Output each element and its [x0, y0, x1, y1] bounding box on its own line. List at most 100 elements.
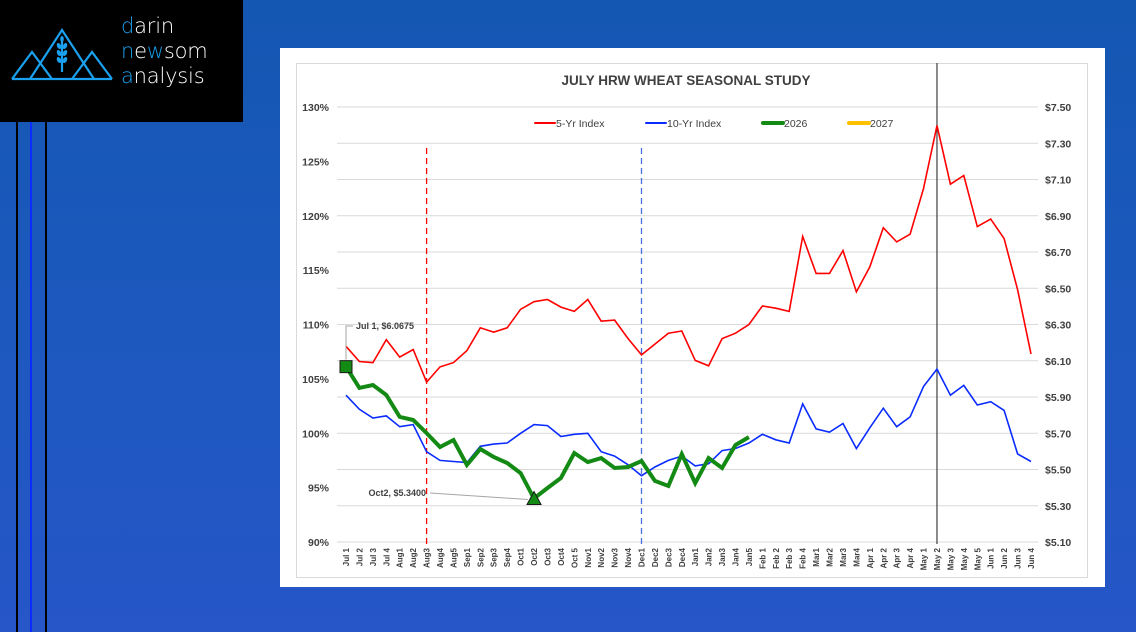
x-tick-label: Jan3 [718, 547, 727, 566]
x-tick-label: Aug3 [423, 547, 432, 568]
x-tick-label: Oct4 [557, 547, 566, 565]
x-tick-label: Jun 2 [1000, 547, 1009, 568]
annotation-marker-triangle [526, 490, 542, 505]
logo-line-3: analysis [121, 64, 205, 88]
y-left-tick-label: 120% [302, 211, 330, 223]
y-left-tick-label: 110% [303, 320, 330, 332]
y-right-tick-label: $7.30 [1045, 138, 1071, 150]
x-tick-label: Sep2 [476, 547, 485, 567]
x-tick-label: Jun 3 [1014, 547, 1023, 568]
decor-line-2 [30, 122, 32, 632]
y-left-tick-label: 125% [302, 156, 330, 168]
x-tick-label: Aug2 [409, 547, 418, 568]
x-tick-label: Dec1 [637, 547, 646, 567]
x-tick-label: Mar2 [826, 547, 835, 566]
x-tick-label: Jul 3 [369, 547, 378, 566]
x-tick-label: Mar4 [852, 547, 861, 566]
x-tick-label: Sep3 [490, 547, 499, 567]
x-tick-label: Jul 1 [342, 547, 351, 566]
series-lines [344, 125, 1032, 502]
x-tick-label: Oct1 [517, 547, 526, 565]
y-axis-right: $7.50 $7.30 $7.10 $6.90 $6.70 $6.50 $6.30 $6.10… [1045, 102, 1071, 549]
x-tick-label: Apr 3 [893, 547, 902, 568]
y-right-tick-label: $6.90 [1045, 211, 1071, 223]
y-right-tick-label: $7.50 [1045, 102, 1071, 114]
y-left-tick-label: 100% [302, 428, 330, 440]
x-tick-label: Aug5 [449, 547, 458, 568]
x-tick-label: Sep4 [503, 547, 512, 567]
legend-label: 10-Yr Index [667, 118, 722, 130]
annotation-label: Oct2, $5.3400 [368, 488, 426, 498]
chart-title: JULY HRW WHEAT SEASONAL STUDY [561, 73, 810, 88]
x-tick-label: Oct 5 [570, 547, 579, 568]
x-tick-label: Aug4 [436, 547, 445, 568]
y-right-tick-label: $5.10 [1045, 537, 1071, 549]
x-tick-label: Jan2 [705, 547, 714, 566]
x-tick-label: Oct2 [530, 547, 539, 565]
x-tick-label: Feb 3 [785, 547, 794, 568]
y-right-tick-label: $6.10 [1045, 356, 1071, 368]
x-tick-label: Aug1 [396, 547, 405, 568]
x-tick-label: Dec2 [651, 547, 660, 567]
logo-line-1: darin [121, 14, 174, 38]
logo-wordmark: darin newsom analysis [121, 14, 208, 89]
mountains-wheat-icon [11, 27, 113, 81]
series-line-2026 [344, 365, 750, 502]
y-right-tick-label: $5.30 [1045, 501, 1071, 513]
y-right-tick-label: $6.50 [1045, 283, 1071, 295]
x-tick-label: Jul 4 [382, 547, 391, 566]
x-tick-label: Feb 4 [799, 547, 808, 568]
y-left-tick-label: 115% [303, 265, 330, 277]
logo: darin newsom analysis [0, 0, 243, 122]
decor-line-3 [45, 122, 47, 632]
x-tick-label: May 5 [973, 547, 982, 570]
x-tick-label: Dec3 [664, 547, 673, 567]
y-left-tick-label: 105% [302, 374, 330, 386]
y-left-tick-label: 90% [308, 537, 330, 549]
annotation-leader [345, 325, 353, 360]
series-line-10-yr-index [345, 367, 1032, 477]
legend-label: 5-Yr Index [556, 118, 605, 130]
x-axis: Jul 1 Jul 2 Jul 3 Jul 4 Aug1 Aug2 Aug3 Aug4 Aug5… [342, 547, 1036, 570]
decor-line-1 [16, 122, 18, 632]
x-tick-label: Apr 2 [879, 547, 888, 568]
gridlines [337, 106, 1038, 543]
legend-label: 2027 [870, 118, 894, 130]
x-tick-label: Sep1 [463, 547, 472, 567]
x-tick-label: Feb 1 [758, 547, 767, 568]
x-tick-label: Nov4 [624, 547, 633, 567]
x-tick-label: May 2 [933, 547, 942, 570]
y-left-tick-label: 95% [308, 483, 330, 495]
x-tick-label: Jan5 [745, 547, 754, 566]
x-tick-label: May 3 [946, 547, 955, 570]
annotation-leader [429, 492, 529, 500]
y-right-tick-label: $6.30 [1045, 320, 1071, 332]
x-tick-label: Apr 1 [866, 547, 875, 568]
logo-line-2: newsom [121, 39, 208, 63]
x-tick-label: Feb 2 [772, 547, 781, 568]
series-line-5-yr-index [345, 125, 1032, 384]
y-axis-left: 130% 125% 120% 115% 110% 105% 100% 95% 90% [302, 102, 330, 549]
x-tick-label: Jul 2 [355, 547, 364, 566]
annotation-label: Jul 1, $6.0675 [356, 321, 414, 331]
x-tick-label: Oct3 [543, 547, 552, 565]
y-right-tick-label: $5.70 [1045, 428, 1071, 440]
x-tick-label: Jan4 [732, 547, 741, 566]
x-tick-label: Apr 4 [906, 547, 915, 568]
x-tick-label: Jun 1 [987, 547, 996, 568]
y-left-tick-label: 130% [302, 102, 330, 114]
y-right-tick-label: $7.10 [1045, 175, 1071, 187]
x-tick-label: Nov3 [611, 547, 620, 567]
y-right-tick-label: $5.50 [1045, 465, 1071, 477]
x-tick-label: May 4 [960, 547, 969, 570]
x-tick-label: Mar1 [812, 547, 821, 566]
x-tick-label: Dec4 [678, 547, 687, 567]
x-tick-label: May 1 [920, 547, 929, 570]
x-tick-label: Jan1 [691, 547, 700, 566]
y-right-tick-label: $6.70 [1045, 247, 1071, 259]
x-tick-label: Mar3 [839, 547, 848, 566]
x-tick-label: Nov1 [584, 547, 593, 567]
chart-panel [280, 48, 1105, 587]
y-right-tick-label: $5.90 [1045, 392, 1071, 404]
